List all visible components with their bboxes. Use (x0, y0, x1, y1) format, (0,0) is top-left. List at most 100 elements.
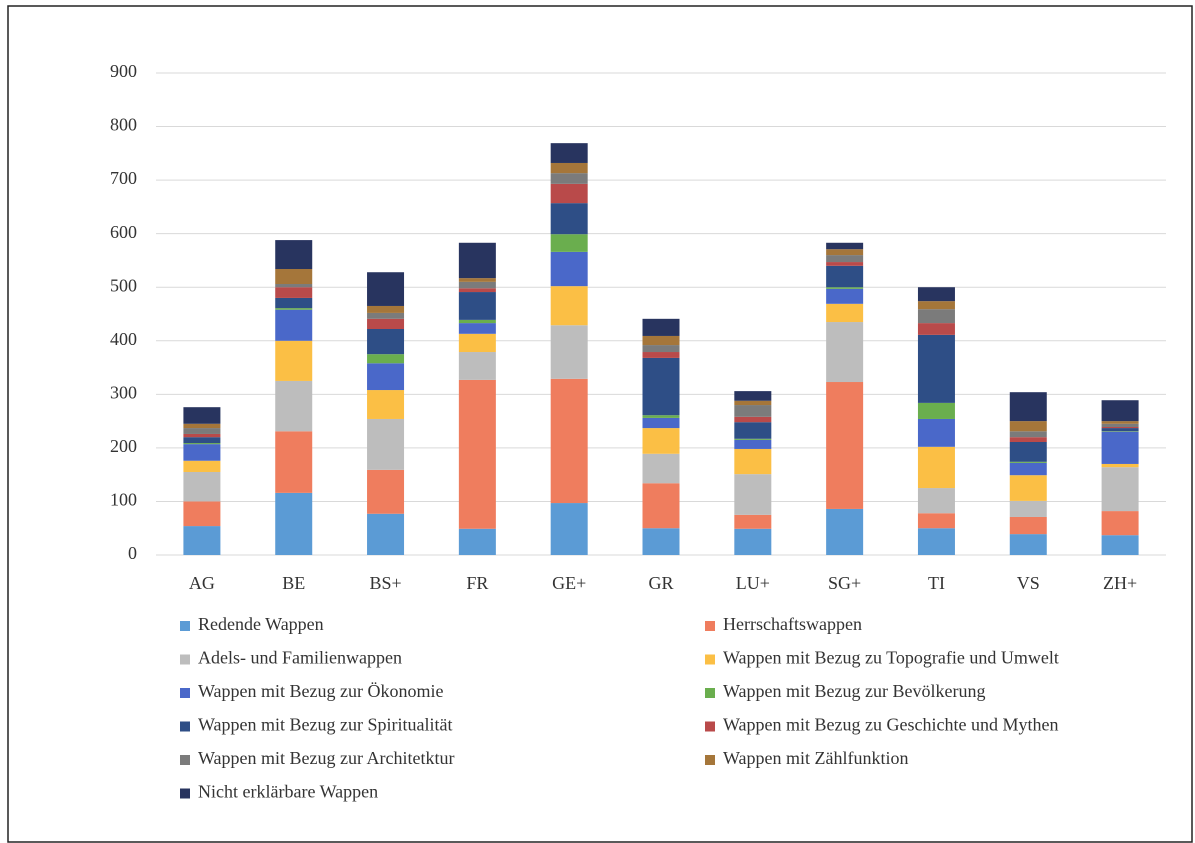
bar-segment (1101, 535, 1139, 555)
x-tick-label: VS (1017, 573, 1040, 593)
legend-swatch (705, 755, 715, 765)
legend-swatch (705, 721, 715, 732)
legend-label: Wappen mit Bezug zu Geschichte und Mythe… (723, 715, 1058, 735)
bar-segment (275, 297, 313, 309)
bar-segment (1009, 516, 1047, 535)
bar-segment (550, 251, 588, 287)
bar-segment (917, 528, 955, 555)
bar-segment (1009, 431, 1047, 438)
bar-segment (1101, 428, 1139, 432)
bar-segment (367, 513, 405, 555)
legend-swatch (705, 621, 715, 631)
bar-segment (1009, 462, 1047, 476)
bar-segment (458, 292, 496, 320)
y-tick-label: 300 (110, 382, 137, 402)
bar-segment (1101, 400, 1139, 422)
bar-segment (367, 318, 405, 329)
bar-segment (275, 380, 313, 432)
x-tick-label: TI (928, 573, 945, 593)
bar-segment (550, 143, 588, 163)
bar-segment (1009, 421, 1047, 432)
legend-label: Nicht erklärbare Wappen (198, 782, 378, 802)
bar-segment (1009, 441, 1047, 462)
bar-segment (458, 288, 496, 293)
bar-segment (1009, 534, 1047, 555)
bar-segment (1101, 511, 1139, 536)
x-tick-label: SG+ (828, 573, 861, 593)
legend-swatch (180, 621, 190, 631)
bar-segment (550, 286, 588, 326)
x-tick-label: BS+ (369, 573, 401, 593)
bar-segment (275, 284, 313, 288)
bar-segment (458, 379, 496, 529)
bar-segment (642, 415, 680, 418)
x-tick-label: AG (189, 573, 215, 593)
y-tick-label: 500 (110, 275, 137, 295)
legend-label: Wappen mit Bezug zur Architetktur (198, 748, 454, 768)
legend-swatch (180, 654, 190, 665)
bar-segment (275, 287, 313, 298)
bar-segment (917, 301, 955, 310)
legend-label: Herrschaftswappen (723, 614, 862, 634)
bar-segment (917, 446, 955, 489)
bar-segment (917, 513, 955, 529)
bar-segment (1101, 467, 1139, 512)
bar-segment (550, 325, 588, 379)
bar-segment (1009, 437, 1047, 442)
bar-segment (183, 407, 221, 424)
bar-segment (550, 378, 588, 504)
bar-segment (917, 323, 955, 335)
bar-segment (1101, 431, 1139, 464)
bar-segment (275, 309, 313, 341)
legend-label: Wappen mit Zählfunktion (723, 748, 909, 768)
bar-segment (734, 439, 772, 449)
bar-segment (367, 469, 405, 514)
y-tick-label: 600 (110, 222, 137, 242)
bar-segment (1101, 427, 1139, 429)
bar-segment (183, 433, 221, 438)
bar-segment (550, 162, 588, 174)
bar-segment (275, 340, 313, 381)
bar-segment (458, 242, 496, 279)
bar-segment (367, 272, 405, 306)
y-tick-label: 900 (110, 61, 137, 81)
bar-segment (826, 303, 864, 323)
bar-segment (458, 528, 496, 555)
bar-segment (458, 278, 496, 282)
bar-segment (1101, 423, 1139, 428)
bar-segment (1101, 463, 1139, 468)
legend-swatch (180, 788, 190, 799)
bar-segment (734, 528, 772, 555)
bar-segment (458, 333, 496, 353)
bar-segment (917, 334, 955, 403)
bar-segment (826, 262, 864, 266)
y-tick-label: 400 (110, 329, 137, 349)
bar-segment (275, 269, 313, 285)
bar-segment (183, 460, 221, 472)
bar-segment (275, 308, 313, 310)
bar-segment (917, 402, 955, 419)
x-tick-label: GR (648, 573, 673, 593)
legend-label: Wappen mit Bezug zur Ökonomie (198, 681, 444, 701)
bar-segment (1009, 461, 1047, 463)
bar-segment (917, 309, 955, 324)
bar-segment (826, 382, 864, 509)
bar-segment (275, 431, 313, 493)
legend-swatch (180, 688, 190, 698)
bar-segment (367, 312, 405, 319)
y-tick-label: 200 (110, 436, 137, 456)
bar-segment (183, 526, 221, 555)
y-tick-label: 0 (128, 543, 137, 563)
bar-segment (458, 352, 496, 380)
bar-segment (183, 428, 221, 434)
y-tick-label: 700 (110, 168, 137, 188)
bar-segment (550, 173, 588, 184)
bar-segment (734, 416, 772, 423)
bar-segment (826, 288, 864, 304)
legend-swatch (180, 755, 190, 765)
legend-label: Redende Wappen (198, 614, 324, 634)
bar-segment (826, 287, 864, 289)
bar-segment (458, 319, 496, 324)
legend-swatch (180, 721, 190, 732)
